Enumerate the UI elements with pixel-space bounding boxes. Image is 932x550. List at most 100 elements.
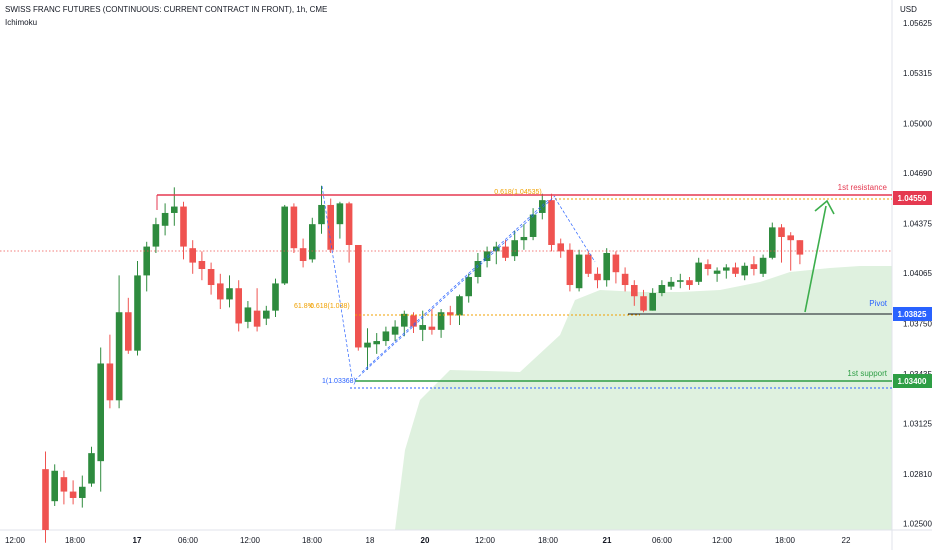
candle-body[interactable] [778,227,785,237]
resistance-annotation: 1st resistance [838,183,888,192]
candle-body[interactable] [410,315,417,327]
candle-body[interactable] [640,296,647,311]
y-tick-label: 1.03750 [903,319,932,328]
fib-diagonal [554,197,596,263]
axes: 1.05625 1.05315 1.05000 1.04690 1.04375 1.040… [5,19,932,545]
candle-body[interactable] [79,486,86,498]
candle-body[interactable] [474,260,482,278]
candle-body[interactable] [106,363,114,401]
candle-body[interactable] [502,246,509,258]
candle-body[interactable] [327,204,334,250]
x-tick-label: 12:00 [712,536,733,545]
candle-body[interactable] [189,248,196,263]
candle-body[interactable] [299,248,307,261]
candle-body[interactable] [152,224,160,247]
candle-body[interactable] [796,240,804,255]
candle-body[interactable] [695,262,702,282]
candle-body[interactable] [631,285,638,297]
candle-body[interactable] [520,236,528,241]
y-tick-label: 1.05625 [903,19,932,28]
candle-body[interactable] [309,224,316,260]
candle-body[interactable] [69,491,77,498]
candle-body[interactable] [391,326,399,335]
candle-body[interactable] [244,307,252,322]
y-tick-label: 1.02810 [903,470,932,479]
candle-body[interactable] [704,264,712,270]
candle-body[interactable] [226,288,233,300]
candle-body[interactable] [723,267,730,271]
candle-body[interactable] [355,244,362,348]
candle-body[interactable] [612,254,620,273]
candle-body[interactable] [667,281,675,287]
candle-body[interactable] [336,203,344,225]
fib-label: 61.8% [294,303,314,310]
candle-body[interactable] [143,246,150,276]
candle-body[interactable] [51,470,58,502]
x-tick-label: 12:00 [5,536,26,545]
candle-body[interactable] [180,206,187,247]
candle-body[interactable] [318,204,325,225]
candle-body[interactable] [732,267,739,274]
candle-body[interactable] [171,206,178,213]
candle-body[interactable] [750,264,758,270]
candle-body[interactable] [235,288,242,324]
candle-body[interactable] [88,453,95,484]
candle-body[interactable] [115,312,123,401]
candle-body[interactable] [207,269,215,286]
candle-body[interactable] [345,203,353,245]
candle-body[interactable] [465,277,472,297]
support-tag-label: 1.03400 [898,377,927,386]
candle-body[interactable] [263,310,270,319]
candle-body[interactable] [759,257,767,274]
candle-body[interactable] [621,273,629,286]
x-tick-label: 22 [842,536,851,545]
candle-body[interactable] [134,275,141,351]
candle-body[interactable] [769,227,776,258]
candle-body[interactable] [437,312,445,330]
candle-body[interactable] [125,312,132,351]
candle-body[interactable] [281,206,288,284]
candle-body[interactable] [658,285,666,294]
candle-body[interactable] [557,243,564,252]
pivot-tag-label: 1.03825 [898,310,927,319]
candle-body[interactable] [548,200,555,245]
candle-body[interactable] [594,273,601,281]
candle-body[interactable] [272,283,279,311]
candle-body[interactable] [575,254,583,289]
candle-body[interactable] [741,265,748,276]
candle-body[interactable] [677,280,684,282]
candle-body[interactable] [382,331,390,342]
candle-body[interactable] [364,342,371,348]
candle-body[interactable] [217,283,224,300]
candle-body[interactable] [401,313,408,327]
candle-body[interactable] [713,270,721,274]
candle-body[interactable] [161,212,169,226]
candle-body[interactable] [493,246,500,252]
fib-label: 0.618(1.04535) [494,189,541,196]
candle-body[interactable] [42,469,49,530]
pivot-annotation: Pivot [869,299,888,308]
candle-body[interactable] [373,341,380,345]
candle-body[interactable] [649,293,656,311]
candle-body[interactable] [97,363,104,462]
candle-body[interactable] [428,326,436,330]
candle-body[interactable] [60,477,68,492]
candle-body[interactable] [686,280,693,286]
candle-body[interactable] [198,260,206,270]
candle-body[interactable] [456,296,463,316]
candle-body[interactable] [539,200,546,213]
candle-body[interactable] [787,235,794,241]
indicator-label: Ichimoku [5,18,38,27]
candle-body[interactable] [290,206,298,249]
candle-body[interactable] [253,310,261,327]
candle-body[interactable] [603,252,610,281]
fib-diagonal [321,185,353,379]
candle-body[interactable] [585,254,592,274]
candle-body[interactable] [447,312,454,316]
candle-body[interactable] [511,240,518,257]
x-tick-label: 20 [421,536,430,545]
candle-body[interactable] [529,214,537,237]
candle-body[interactable] [566,249,574,286]
candle-body[interactable] [419,325,426,330]
